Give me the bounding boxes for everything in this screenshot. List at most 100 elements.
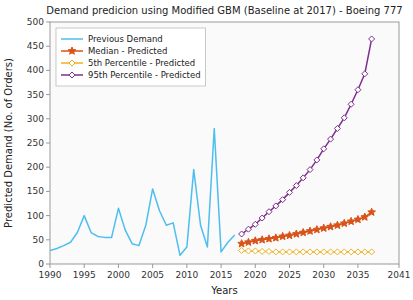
series-marker bbox=[355, 249, 361, 255]
series-marker bbox=[300, 175, 306, 181]
x-tick-label: 2010 bbox=[175, 270, 198, 280]
x-tick bbox=[357, 264, 358, 268]
y-tick-label: 100 bbox=[27, 211, 44, 221]
series-marker bbox=[251, 237, 259, 244]
series-marker bbox=[245, 248, 251, 254]
series-marker bbox=[266, 209, 272, 215]
legend-label: Previous Demand bbox=[88, 34, 163, 44]
y-tick bbox=[46, 70, 50, 71]
y-tick bbox=[46, 191, 50, 192]
series-marker bbox=[239, 247, 245, 253]
series-marker bbox=[355, 87, 361, 93]
y-tick-label: 400 bbox=[27, 65, 44, 75]
series-marker bbox=[280, 249, 286, 255]
y-tick-label: 300 bbox=[27, 114, 44, 124]
series-marker bbox=[328, 136, 334, 142]
y-tick-label: 200 bbox=[27, 162, 44, 172]
x-tick-label: 2030 bbox=[312, 270, 335, 280]
y-tick bbox=[46, 143, 50, 144]
series-marker bbox=[361, 213, 369, 220]
x-tick-label: 2000 bbox=[107, 270, 130, 280]
x-tick bbox=[255, 264, 256, 268]
series-line bbox=[50, 128, 235, 255]
series-line bbox=[242, 39, 372, 234]
series-marker bbox=[300, 249, 306, 255]
y-tick bbox=[46, 94, 50, 95]
series-marker bbox=[259, 215, 265, 221]
y-tick-label: 150 bbox=[27, 186, 44, 196]
series-marker bbox=[287, 189, 293, 195]
series-marker bbox=[362, 249, 368, 255]
series-line bbox=[242, 212, 372, 243]
series-marker bbox=[362, 71, 368, 77]
x-tick-label: 2025 bbox=[278, 270, 301, 280]
x-tick bbox=[289, 264, 290, 268]
series-marker bbox=[252, 248, 258, 254]
y-tick-label: 50 bbox=[33, 235, 45, 245]
x-tick-label: 2005 bbox=[141, 270, 164, 280]
legend: Previous DemandMedian - Predicted5th Per… bbox=[56, 28, 206, 86]
series-marker bbox=[287, 249, 293, 255]
series-marker bbox=[348, 249, 354, 255]
y-tick bbox=[46, 264, 50, 265]
series-marker bbox=[348, 101, 354, 107]
series-marker bbox=[321, 249, 327, 255]
y-tick bbox=[46, 215, 50, 216]
y-tick bbox=[46, 22, 50, 23]
series-marker bbox=[239, 231, 245, 237]
series-marker bbox=[307, 249, 313, 255]
series-marker bbox=[279, 232, 287, 239]
series-marker bbox=[354, 215, 362, 222]
y-tick-label: 0 bbox=[38, 259, 44, 269]
x-tick bbox=[399, 264, 400, 268]
legend-marker bbox=[69, 72, 75, 78]
chart: 0501001502002503003504004505001990199520… bbox=[0, 0, 413, 300]
legend-label: 95th Percentile - Predicted bbox=[88, 70, 201, 80]
x-tick bbox=[118, 264, 119, 268]
series-marker bbox=[314, 157, 320, 163]
series-marker bbox=[369, 249, 375, 255]
plot-background bbox=[50, 22, 399, 264]
x-tick bbox=[221, 264, 222, 268]
x-tick bbox=[186, 264, 187, 268]
series-marker bbox=[245, 226, 251, 232]
y-tick-label: 450 bbox=[27, 41, 44, 51]
x-tick bbox=[152, 264, 153, 268]
y-tick-label: 250 bbox=[27, 138, 44, 148]
y-tick bbox=[46, 46, 50, 47]
series-marker bbox=[252, 221, 258, 227]
title: Demand predicion using Modified GBM (Bas… bbox=[46, 5, 402, 16]
series-marker bbox=[321, 146, 327, 152]
y-tick bbox=[46, 167, 50, 168]
series-marker bbox=[307, 167, 313, 173]
x-tick-label: 2020 bbox=[244, 270, 267, 280]
series-marker bbox=[273, 249, 279, 255]
x-tick-label: 1995 bbox=[73, 270, 96, 280]
series-marker bbox=[293, 249, 299, 255]
x-tick bbox=[323, 264, 324, 268]
legend-marker bbox=[68, 47, 76, 54]
series-marker bbox=[341, 115, 347, 121]
x-tick-label: 2015 bbox=[210, 270, 233, 280]
series-marker bbox=[341, 249, 347, 255]
series-marker bbox=[258, 236, 266, 243]
series-marker bbox=[369, 36, 375, 42]
x-tick bbox=[50, 264, 51, 268]
legend-box bbox=[56, 28, 206, 86]
legend-swatch bbox=[61, 38, 83, 40]
series-marker bbox=[266, 248, 272, 254]
y-tick-label: 350 bbox=[27, 90, 44, 100]
legend-label: Median - Predicted bbox=[88, 46, 167, 56]
plot-frame bbox=[50, 22, 399, 264]
series-marker bbox=[265, 235, 273, 242]
series-marker bbox=[368, 208, 376, 215]
series-marker bbox=[273, 203, 279, 209]
series-marker bbox=[314, 249, 320, 255]
series-marker bbox=[259, 248, 265, 254]
series-marker bbox=[328, 249, 334, 255]
x-tick-label: 2035 bbox=[346, 270, 369, 280]
y-tick bbox=[46, 118, 50, 119]
series-marker bbox=[280, 197, 286, 203]
series-marker bbox=[334, 125, 340, 131]
x-tick bbox=[84, 264, 85, 268]
